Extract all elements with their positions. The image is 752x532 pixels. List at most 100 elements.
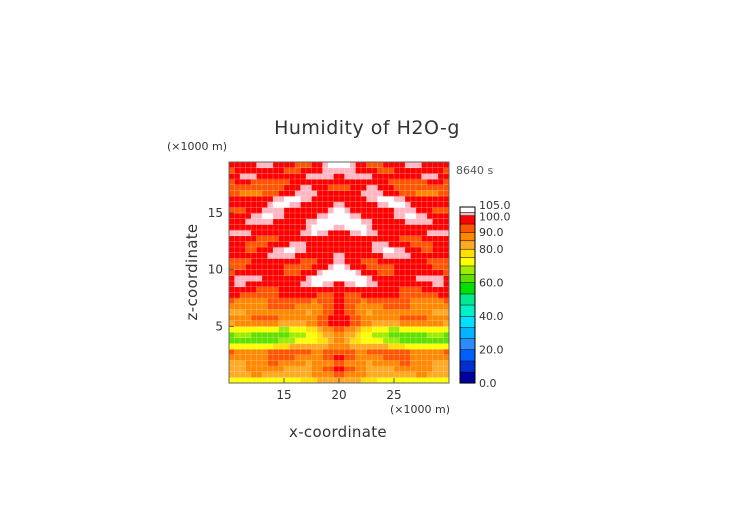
heatmap-cell <box>262 298 268 305</box>
heatmap-cell <box>306 213 312 220</box>
heatmap-cell <box>383 286 389 293</box>
heatmap-cell <box>267 332 274 339</box>
y-tick-label: 15 <box>208 206 223 220</box>
heatmap-cell <box>383 343 389 350</box>
heatmap-cell <box>410 303 417 310</box>
heatmap-cell <box>289 207 296 214</box>
heatmap-cell <box>328 275 334 282</box>
heatmap-cell <box>278 275 285 282</box>
heatmap-cell <box>273 326 279 333</box>
heatmap-cell <box>350 241 356 248</box>
heatmap-cell <box>229 303 235 310</box>
heatmap-cell <box>322 326 329 333</box>
heatmap-cell <box>311 162 318 169</box>
heatmap-cell <box>377 286 384 293</box>
heatmap-cell <box>306 303 312 310</box>
heatmap-cell <box>262 281 268 288</box>
heatmap-cell <box>278 264 285 271</box>
heatmap-cell <box>355 207 362 214</box>
heatmap-cell <box>344 349 351 356</box>
heatmap-cell <box>300 162 307 169</box>
heatmap-cell <box>240 230 246 237</box>
heatmap-cell <box>410 366 417 373</box>
heatmap-cell <box>383 275 389 282</box>
heatmap-cell <box>300 230 307 237</box>
heatmap-cell <box>443 264 450 271</box>
heatmap-cell <box>388 275 395 282</box>
heatmap-cell <box>289 184 296 191</box>
x-tick-label: 20 <box>331 388 346 402</box>
heatmap-cell <box>234 337 241 344</box>
heatmap-cell <box>405 162 411 169</box>
heatmap-cell <box>328 162 334 169</box>
heatmap-cell <box>410 162 417 169</box>
heatmap-cell <box>416 366 422 373</box>
heatmap-cell <box>273 298 279 305</box>
heatmap-cell <box>240 275 246 282</box>
heatmap-cell <box>339 230 345 237</box>
heatmap-cell <box>372 258 378 265</box>
heatmap-cell <box>317 235 323 242</box>
heatmap-cell <box>267 196 274 203</box>
heatmap-cell <box>229 218 235 225</box>
heatmap-cell <box>344 258 351 265</box>
grid-lines <box>229 162 449 383</box>
heatmap-cell <box>366 286 373 293</box>
heatmap-cell <box>416 371 422 378</box>
heatmap-cell <box>328 207 334 214</box>
heatmap-cell <box>295 298 301 305</box>
heatmap-cell <box>416 349 422 356</box>
heatmap-cell <box>383 207 389 214</box>
heatmap-cell <box>394 269 400 276</box>
heatmap-cell <box>416 354 422 361</box>
heatmap-cell <box>289 224 296 231</box>
heatmap-cell <box>427 343 433 350</box>
heatmap-cell <box>234 360 241 367</box>
heatmap-cell <box>278 269 285 276</box>
heatmap-cell <box>273 366 279 373</box>
heatmap-cell <box>317 213 323 220</box>
heatmap-cell <box>317 303 323 310</box>
heatmap-cell <box>245 354 252 361</box>
heatmap-cell <box>405 377 411 384</box>
heatmap-cell <box>284 258 290 265</box>
heatmap-cell <box>256 252 263 259</box>
heatmap-cell <box>328 360 334 367</box>
heatmap-cell <box>311 337 318 344</box>
heatmap-cell <box>361 275 367 282</box>
heatmap-cell <box>251 286 257 293</box>
heatmap-cell <box>245 298 252 305</box>
heatmap-cell <box>229 298 235 305</box>
heatmap-cell <box>350 315 356 322</box>
heatmap-cell <box>399 360 406 367</box>
heatmap-cell <box>229 349 235 356</box>
heatmap-cell <box>317 224 323 231</box>
heatmap-cell <box>322 337 329 344</box>
heatmap-cell <box>289 309 296 316</box>
heatmap-cell <box>284 184 290 191</box>
heatmap-cell <box>410 235 417 242</box>
heatmap-cell <box>410 377 417 384</box>
heatmap-cell <box>234 343 241 350</box>
heatmap-cell <box>300 258 307 265</box>
heatmap-cell <box>427 269 433 276</box>
heatmap-cell <box>443 201 450 208</box>
heatmap-cell <box>443 184 450 191</box>
heatmap-cell <box>443 230 450 237</box>
heatmap-cell <box>278 190 285 197</box>
heatmap-cell <box>344 252 351 259</box>
heatmap-cell <box>421 201 428 208</box>
heatmap-cell <box>438 173 444 180</box>
heatmap-cell <box>421 292 428 299</box>
colorbar-band <box>459 304 476 317</box>
heatmap-cell <box>410 286 417 293</box>
x-tick-label: 25 <box>386 388 401 402</box>
heatmap-cell <box>278 241 285 248</box>
heatmap-cell <box>289 281 296 288</box>
colorbar-band <box>459 206 476 213</box>
heatmap-cell <box>399 247 406 254</box>
heatmap-cell <box>251 337 257 344</box>
heatmap-cell <box>284 167 290 174</box>
heatmap-cell <box>284 332 290 339</box>
heatmap-cell <box>399 292 406 299</box>
